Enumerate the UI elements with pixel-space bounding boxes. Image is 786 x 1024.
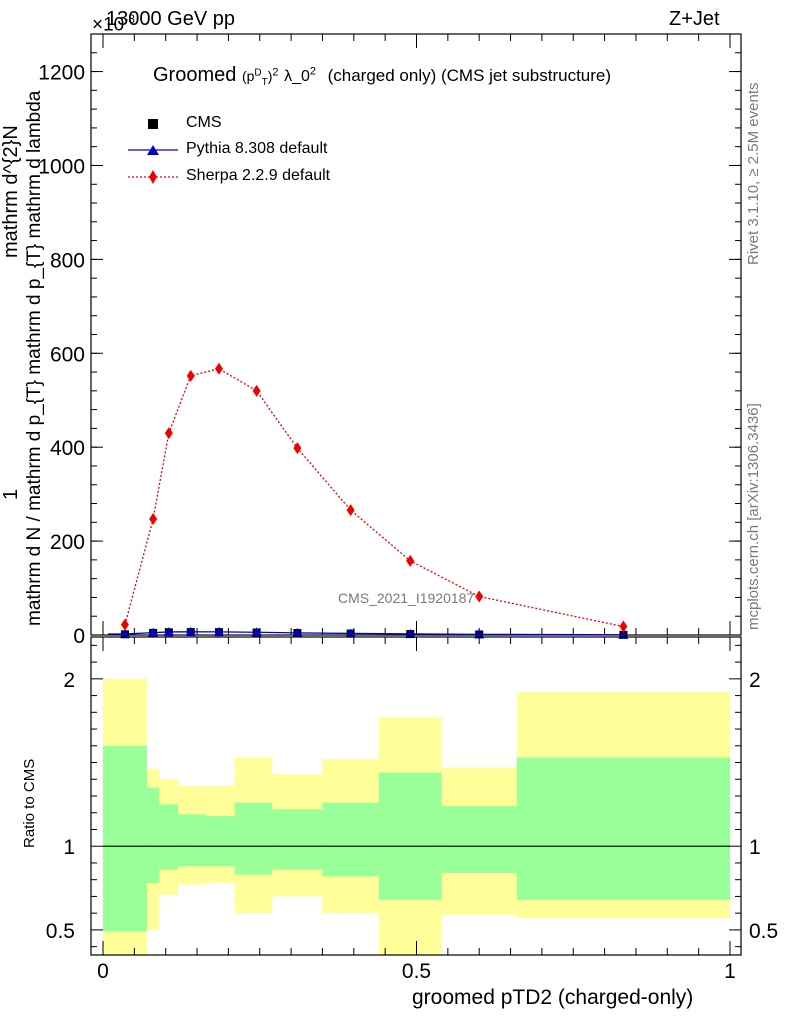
pythia-point-1 xyxy=(148,627,159,637)
sherpa-point-7 xyxy=(346,504,355,517)
process-label: Z+Jet xyxy=(669,8,720,30)
title-suffix: (charged only) (CMS jet substructure) xyxy=(327,66,612,85)
main-ytick-label-5: 1000 xyxy=(38,155,85,178)
ratio-stat-band-10 xyxy=(516,757,730,900)
y-label-upper-top: mathrm d^{2}N xyxy=(0,125,22,258)
sherpa-point-5 xyxy=(252,384,261,397)
legend-entry-cms: CMS xyxy=(186,114,222,131)
title-p: p xyxy=(246,68,255,84)
plot-title: Groomed (pDT)2 λ_02 (charged only) (CMS … xyxy=(153,64,612,88)
sherpa-point-4 xyxy=(214,362,223,375)
ratio-ytick-label-left-1: 1 xyxy=(63,836,75,859)
title-prefix: Groomed xyxy=(153,64,237,86)
sherpa-point-6 xyxy=(293,442,302,455)
ratio-xtick-label-1: 0.5 xyxy=(402,960,431,983)
pythia-point-8 xyxy=(405,628,416,638)
rivet-label: Rivet 3.1.10, ≥ 2.5M events xyxy=(745,82,762,266)
title-p-sup: D xyxy=(254,67,262,79)
ratio-ytick-label-left-2: 2 xyxy=(63,669,75,692)
pythia-point-9 xyxy=(474,629,485,639)
sherpa-point-9 xyxy=(475,590,484,603)
main-ytick-label-2: 400 xyxy=(50,437,85,460)
main-ytick-label-0: 0 xyxy=(73,625,85,648)
legend-markers xyxy=(128,119,178,184)
main-ytick-label-4: 800 xyxy=(50,249,85,272)
ratio-stat-band-0 xyxy=(103,745,147,932)
mcplots-label: mcplots.cern.ch [arXiv:1306.3436] xyxy=(745,403,762,630)
ratio-ytick-label-left-0: 0.5 xyxy=(46,920,75,943)
ratio-stat-band-2 xyxy=(159,804,179,870)
sherpa-point-0 xyxy=(120,618,129,631)
legend-marker-cms xyxy=(148,119,158,129)
energy-label: 13000 GeV pp xyxy=(106,8,235,30)
ratio-stat-band-3 xyxy=(178,814,207,867)
legend-entry-pythia: Pythia 8.308 default xyxy=(186,140,328,157)
main-ytick-label-1: 200 xyxy=(50,531,85,554)
ratio-stat-band-5 xyxy=(234,802,273,875)
sherpa-point-8 xyxy=(406,554,415,567)
pythia-point-7 xyxy=(345,628,356,638)
ratio-xtick-label-2: 1 xyxy=(724,960,736,983)
title-p-sub: T xyxy=(261,76,268,88)
ratio-ytick-label-right-2: 2 xyxy=(749,669,761,692)
title-lambda-sup: 2 xyxy=(309,65,317,78)
pythia-point-4 xyxy=(213,626,224,636)
title-square: 2 xyxy=(272,66,279,79)
analysis-id-label: CMS_2021_I1920187 xyxy=(338,590,475,606)
ratio-stat-band-9 xyxy=(441,806,517,873)
ratio-panel: 0 0.5 1 0.5 0.5 1 1 2 2 xyxy=(46,636,778,983)
pythia-point-2 xyxy=(163,626,174,636)
sherpa-point-10 xyxy=(619,620,628,633)
pythia-point-3 xyxy=(185,626,196,636)
y-label-upper-den: mathrm d N / mathrm d p_{T} mathrm d p_{… xyxy=(24,90,45,626)
title-lambda: λ_0 xyxy=(284,68,310,85)
pythia-point-6 xyxy=(292,627,303,637)
main-ytick-label-3: 600 xyxy=(50,343,85,366)
series-line-sherpa xyxy=(124,368,624,628)
legend-entry-sherpa: Sherpa 2.2.9 default xyxy=(186,167,331,184)
ratio-stat-band-6 xyxy=(272,809,323,870)
main-ytick-label-6: 1200 xyxy=(38,62,85,85)
exponent-label: ×10-3 xyxy=(92,12,135,36)
y-label-upper-num: 1 xyxy=(0,488,22,500)
ratio-stat-band-1 xyxy=(146,787,160,884)
sherpa-point-2 xyxy=(164,427,173,440)
x-axis-label: groomed pTD2 (charged-only) xyxy=(412,986,694,1009)
ratio-stat-band-8 xyxy=(378,772,442,900)
ratio-stat-band-7 xyxy=(322,802,379,877)
ratio-ytick-label-right-1: 1 xyxy=(749,836,761,859)
pythia-point-0 xyxy=(119,629,130,639)
exponent-value: -3 xyxy=(124,12,135,26)
series-line-pythia xyxy=(108,631,624,636)
exponent-prefix: ×10 xyxy=(92,14,125,36)
sherpa-point-1 xyxy=(149,513,158,526)
ratio-ytick-label-right-0: 0.5 xyxy=(749,920,778,943)
sherpa-point-3 xyxy=(186,369,195,382)
ratio-stat-band-4 xyxy=(206,816,235,867)
legend-marker-pythia xyxy=(147,145,159,155)
legend-marker-sherpa xyxy=(149,170,157,184)
main-panel: 0 200 400 600 800 1000 1200 xyxy=(38,33,742,648)
pythia-point-5 xyxy=(251,627,262,637)
y-label-ratio: Ratio to CMS xyxy=(21,758,38,848)
ratio-xtick-label-0: 0 xyxy=(97,960,109,983)
